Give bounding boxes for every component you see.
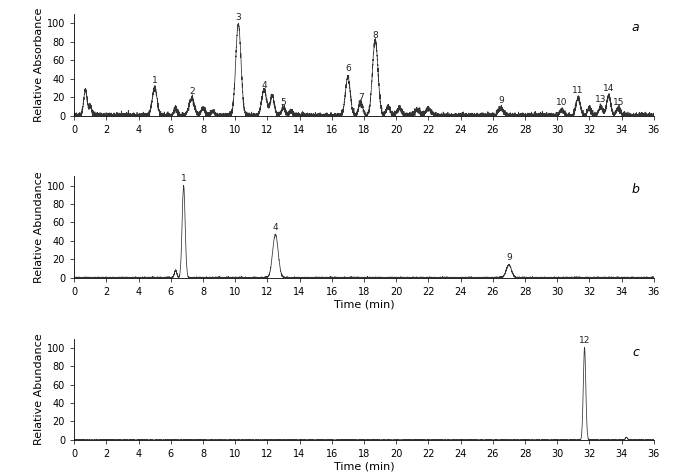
Text: 9: 9	[498, 96, 503, 105]
Y-axis label: Relative Abundance: Relative Abundance	[34, 333, 44, 445]
Text: 4: 4	[272, 223, 278, 232]
Text: 7: 7	[358, 93, 363, 102]
Text: 1: 1	[152, 76, 158, 85]
Text: 6: 6	[345, 64, 350, 73]
Text: 12: 12	[579, 336, 590, 345]
Text: 3: 3	[235, 13, 241, 23]
Text: 13: 13	[595, 95, 607, 104]
Text: 14: 14	[603, 84, 615, 93]
X-axis label: Time (min): Time (min)	[334, 299, 394, 309]
Y-axis label: Relative Absorbance: Relative Absorbance	[34, 8, 44, 122]
Text: 1: 1	[181, 174, 187, 183]
Text: 9: 9	[506, 253, 512, 262]
Text: 4: 4	[262, 81, 267, 90]
Text: 10: 10	[556, 97, 568, 106]
Text: b: b	[632, 184, 639, 196]
Text: 15: 15	[613, 98, 624, 107]
Text: 8: 8	[372, 31, 378, 40]
Y-axis label: Relative Abundance: Relative Abundance	[34, 171, 44, 283]
X-axis label: Time (min): Time (min)	[334, 462, 394, 472]
Text: 11: 11	[572, 87, 584, 96]
Text: c: c	[632, 346, 639, 359]
Text: 5: 5	[280, 98, 286, 107]
Text: 2: 2	[189, 88, 195, 96]
Text: a: a	[632, 21, 639, 34]
